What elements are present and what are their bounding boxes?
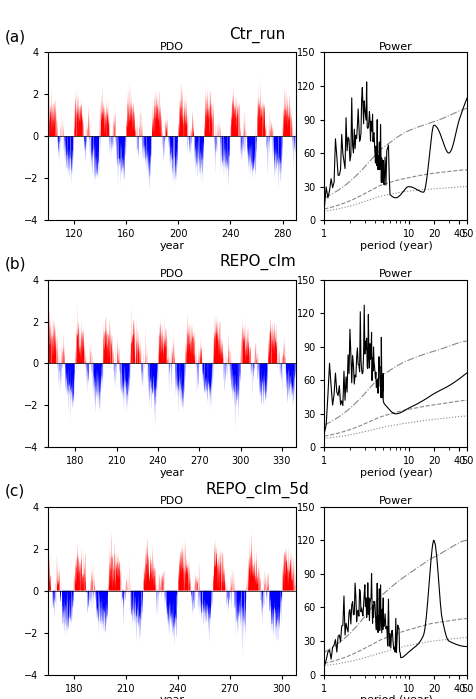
- X-axis label: year: year: [159, 240, 184, 251]
- Text: (b): (b): [5, 257, 26, 271]
- X-axis label: year: year: [159, 468, 184, 478]
- Title: Power: Power: [378, 496, 412, 506]
- X-axis label: period (year): period (year): [359, 468, 431, 478]
- Text: Ctr_run: Ctr_run: [229, 27, 285, 43]
- X-axis label: year: year: [159, 695, 184, 699]
- Title: PDO: PDO: [159, 496, 183, 506]
- Title: PDO: PDO: [159, 269, 183, 279]
- X-axis label: period (year): period (year): [359, 240, 431, 251]
- X-axis label: period (year): period (year): [359, 695, 431, 699]
- Title: PDO: PDO: [159, 42, 183, 52]
- Text: REPO_clm_5d: REPO_clm_5d: [205, 482, 309, 498]
- Title: Power: Power: [378, 42, 412, 52]
- Text: (a): (a): [5, 29, 26, 44]
- Text: (c): (c): [5, 484, 25, 498]
- Text: REPO_clm: REPO_clm: [219, 254, 295, 271]
- Title: Power: Power: [378, 269, 412, 279]
